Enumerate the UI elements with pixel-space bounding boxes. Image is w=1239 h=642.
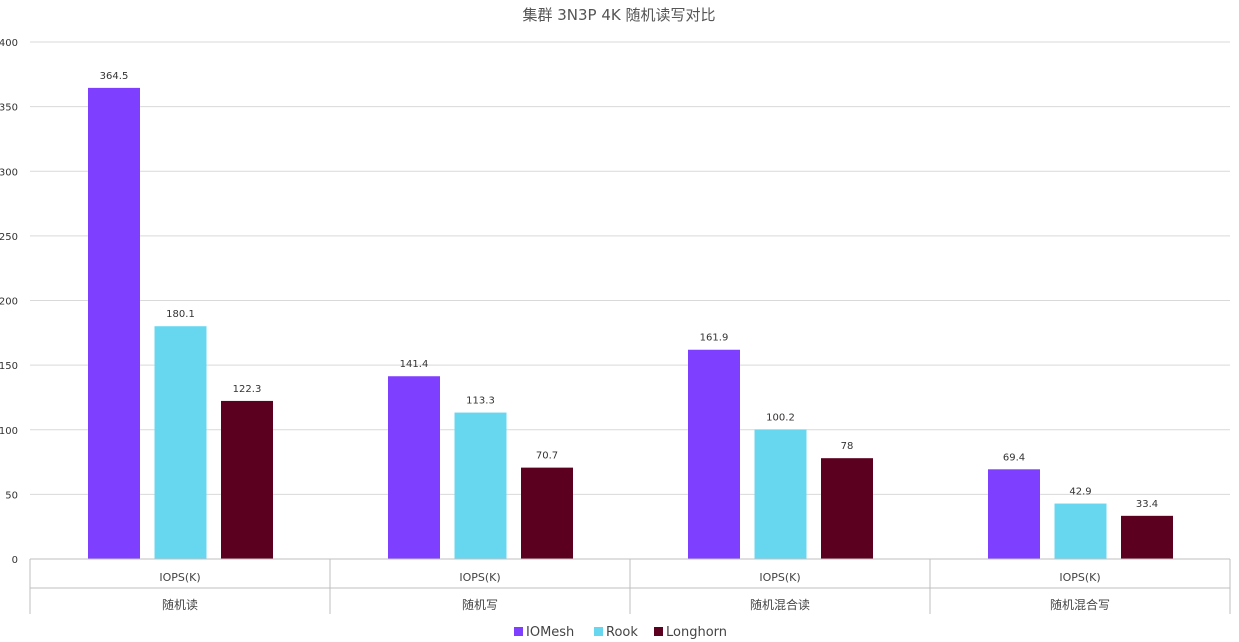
- category-label: 随机读: [162, 597, 198, 612]
- group-label: IOPS(K): [459, 571, 500, 584]
- legend: IOMesh Rook Longhorn: [514, 625, 727, 640]
- y-tick-label: 200: [0, 297, 18, 308]
- category-label: 随机混合读: [750, 597, 810, 612]
- data-label: 180.1: [166, 309, 195, 320]
- y-tick-label: 0: [12, 555, 18, 566]
- data-label: 42.9: [1069, 487, 1091, 498]
- y-tick-label: 150: [0, 361, 18, 372]
- bars: [88, 87, 1173, 559]
- x-axis: IOPS(K) 随机读 IOPS(K) 随机写 IOPS(K) 随机混合读 IOPS(K) 随…: [29, 558, 1231, 614]
- data-label: 70.7: [536, 451, 558, 462]
- data-label: 100.2: [766, 412, 795, 423]
- chart-title: 集群 3N3P 4K 随机读写对比: [522, 6, 715, 24]
- bar-iomesh: [88, 87, 140, 559]
- gridlines: [30, 41, 1230, 495]
- data-label: 78: [841, 441, 854, 452]
- bar-longhorn: [521, 467, 573, 559]
- bar-rook: [154, 326, 207, 559]
- data-label: 33.4: [1136, 499, 1158, 510]
- bar-rook: [454, 412, 507, 559]
- legend-label-iomesh: IOMesh: [526, 625, 574, 640]
- data-label: 364.5: [100, 71, 129, 82]
- bar-iomesh: [988, 469, 1040, 559]
- y-tick-label: 50: [5, 490, 18, 501]
- data-labels: 364.5 180.1 122.3 141.4 113.3 70.7 161.9 100.2 7…: [100, 71, 1158, 510]
- legend-swatch-rook: [594, 627, 603, 636]
- bar-longhorn: [1121, 515, 1173, 559]
- category-label: 随机混合写: [1050, 597, 1110, 612]
- bar-iomesh: [688, 349, 740, 559]
- bar-rook: [754, 429, 807, 559]
- data-label: 122.3: [233, 384, 262, 395]
- data-label: 113.3: [466, 396, 495, 407]
- category-label: 随机写: [462, 597, 498, 612]
- bar-rook: [1054, 503, 1107, 559]
- y-tick-label: 350: [0, 103, 18, 114]
- bar-longhorn: [221, 400, 273, 559]
- group-label: IOPS(K): [159, 571, 200, 584]
- legend-label-longhorn: Longhorn: [666, 625, 727, 640]
- group-label: IOPS(K): [759, 571, 800, 584]
- y-tick-label: 400: [0, 38, 18, 49]
- y-axis-ticks: 0 50 100 150 200 250 300 350 400: [0, 38, 18, 566]
- data-label: 161.9: [700, 333, 729, 344]
- data-label: 69.4: [1003, 452, 1025, 463]
- data-label: 141.4: [400, 359, 429, 370]
- bar-longhorn: [821, 458, 873, 559]
- y-tick-label: 300: [0, 167, 18, 178]
- legend-swatch-iomesh: [514, 627, 523, 636]
- y-tick-label: 100: [0, 426, 18, 437]
- y-tick-label: 250: [0, 232, 18, 243]
- legend-label-rook: Rook: [606, 625, 638, 640]
- bar-iomesh: [388, 376, 440, 559]
- legend-swatch-longhorn: [654, 627, 663, 636]
- group-label: IOPS(K): [1059, 571, 1100, 584]
